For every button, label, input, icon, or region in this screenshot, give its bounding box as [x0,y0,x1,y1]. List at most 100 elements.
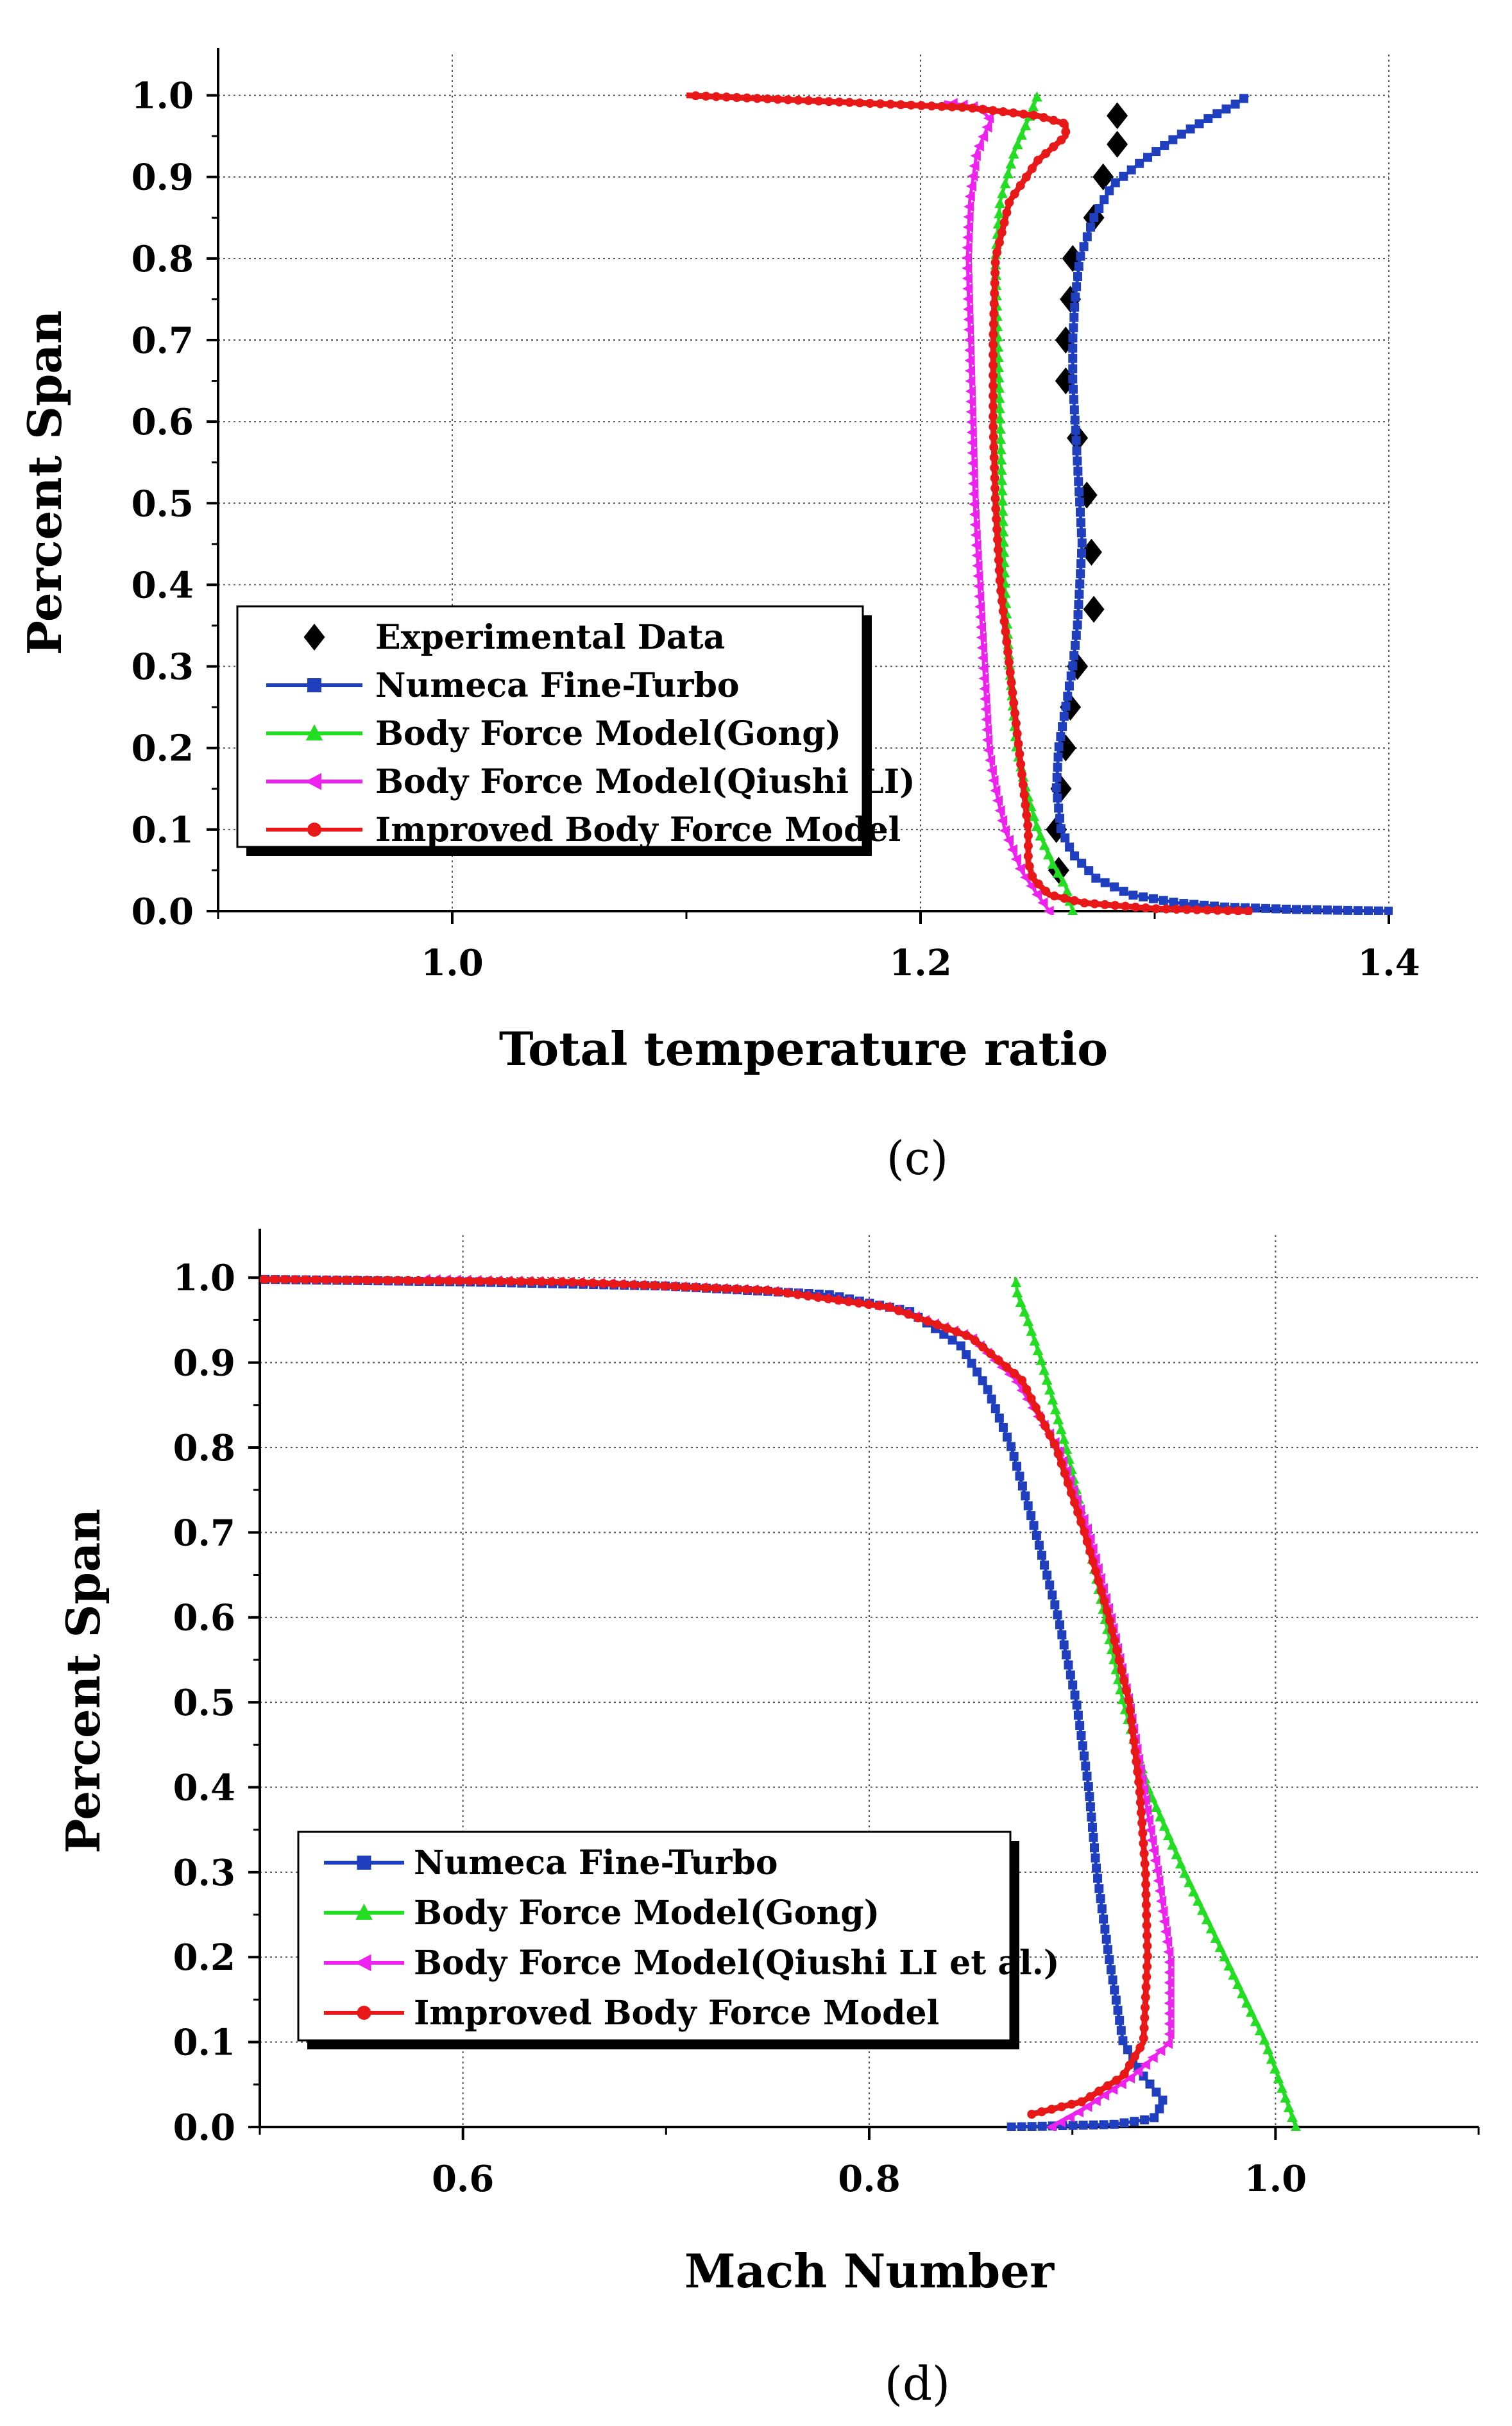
y-tick-label: 0.6 [173,1597,235,1639]
series-point [1072,282,1082,291]
series-point [1219,1951,1230,1961]
series-point [1012,1286,1023,1297]
series-point [989,299,999,309]
y-tick-label: 0.7 [132,320,194,362]
series-point [1035,1354,1047,1365]
series-point [1055,1423,1067,1435]
series-point [1094,204,1104,214]
series-point [1053,793,1062,803]
series-point [994,1356,1003,1365]
series-line [1014,1277,1298,2128]
series-point [1069,312,1079,322]
series-point [990,1404,1000,1414]
series-point [823,1294,833,1304]
legend-label: Body Force Model(Qiushi LI) [375,762,915,801]
series-point [1074,262,1083,271]
series-point [681,1282,690,1292]
series-point [1125,2060,1134,2070]
series-point [1162,1936,1173,1947]
legend: Experimental Data Numeca Fine-Turbo Body F… [236,605,915,856]
series-point [1261,903,1271,913]
series-point [1140,2115,1150,2124]
series-point [1004,658,1014,667]
series-point [956,1341,965,1351]
series-point [967,468,978,479]
series-point [973,141,984,152]
series-point [1159,1820,1170,1831]
x-axis-title: Mach Number [684,2244,1055,2298]
series-point [980,693,990,705]
series-point [1070,1498,1080,1507]
series-point [1069,405,1079,414]
series-point [990,278,999,288]
series-point [1060,1469,1069,1478]
series-point [986,1349,996,1358]
series-point [968,103,978,113]
series-point [876,99,885,108]
y-tick-label: 0.4 [132,564,194,606]
series-point [1262,2044,1274,2054]
series-point [962,1331,971,1340]
legend-label: Improved Body Force Model [375,810,901,850]
series-point [974,601,985,612]
series-point [1076,508,1085,517]
series-point [1100,1596,1109,1605]
series-point [1023,851,1033,861]
series-point [1164,2008,1175,2019]
series-point [1164,1997,1175,2009]
series-point [970,150,981,162]
series-point [578,1277,588,1287]
series-point [1087,1822,1097,1832]
series-point [982,734,993,746]
series-point [1141,1982,1151,1992]
series-point [1194,119,1204,128]
y-tick-label: 0.2 [173,1936,235,1979]
series-point [994,402,1005,413]
series-point [1070,851,1080,860]
series-point [1203,905,1212,915]
series-point [962,293,973,305]
series-point [773,94,783,104]
series-point [1115,2015,1125,2025]
series-point [1155,2104,1164,2114]
series-point [1058,722,1067,731]
series-point [967,478,979,490]
series-point [1113,2006,1123,2015]
series-point [1089,2120,1098,2130]
series-point [989,422,998,432]
series-point [1090,1843,1100,1852]
series-point [1090,899,1100,909]
series-point [1014,739,1023,749]
series-point [1002,208,1012,218]
series-point [978,662,989,674]
series-point [967,447,978,459]
series-point [1031,820,1042,832]
y-tick-label: 0.3 [173,1852,235,1894]
series-point [1019,790,1029,799]
series-point [1085,2092,1095,2101]
series-point [1032,889,1042,900]
series-point [978,131,989,142]
series-point [1175,1858,1186,1869]
series-point [997,596,1007,606]
series-point [1075,590,1084,599]
series-point [1105,186,1114,196]
series-point [967,437,978,448]
series-point [1022,810,1032,820]
series-point [1163,1946,1174,1958]
series-point [1110,178,1120,187]
series-point [1114,1656,1124,1666]
series-point [1076,559,1086,568]
series-point [990,494,1000,504]
series-point [1137,1818,1147,1828]
series-point [1020,119,1032,131]
series-point [927,101,937,111]
series-point [996,464,1007,475]
series-point [1141,1900,1151,1909]
series-point [1159,1916,1169,1927]
series-point [1003,647,1013,657]
series-point [989,309,999,319]
legend-entry: Body Force Model(Qiushi LI) [266,762,915,801]
series-point [1028,101,1039,112]
